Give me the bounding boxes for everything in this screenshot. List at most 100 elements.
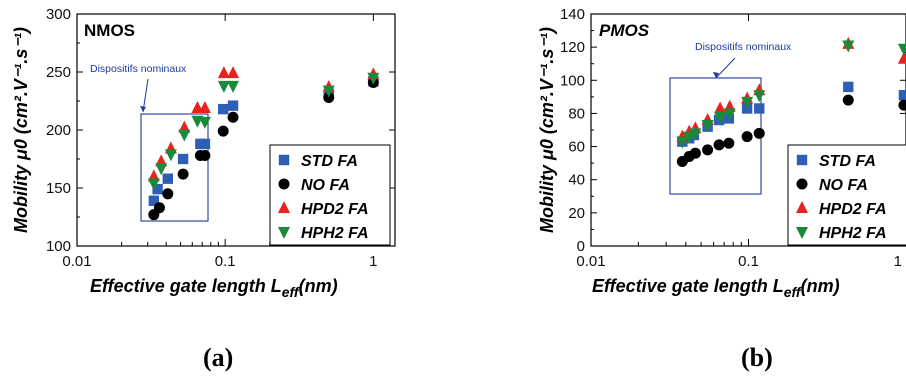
legend-label-no-fa: NO FA [819,177,868,194]
x-axis-label-subscript: eff [282,284,300,300]
data-point-hph2-fa [714,111,727,124]
annotation-arrow [715,57,736,79]
data-point-no-fa [227,111,239,123]
legend-marker-hph2-fa [796,227,808,239]
legend-label-hph2-fa: HPH2 FA [819,225,887,242]
data-point-no-fa [753,127,765,139]
data-point-no-fa [177,168,189,180]
legend-label-std-fa: STD FA [819,153,876,170]
x-axis-label-unit: (nm) [801,276,840,296]
y-tick-label: 300 [46,6,71,23]
data-point-std-fa [162,173,173,184]
data-point-no-fa [713,139,725,151]
data-point-no-fa [702,144,714,156]
data-point-hph2-fa [147,178,160,191]
y-tick-label: 250 [46,64,71,81]
y-axis-label: Mobility μ0 (cm².V⁻¹.s⁻¹) [11,27,31,233]
chart-panel-pmos: 0 20 40 60 80 100 120 140 0.01 0.1 1 PMOS Mobility μ… [537,6,906,300]
y-tick-label: 140 [560,6,585,23]
data-point-hph2-fa [164,149,177,162]
legend-label-hpd2-fa: HPD2 FA [819,201,887,218]
data-point-hph2-fa [741,96,754,109]
data-point-hph2-fa [178,129,191,142]
caption-a: (a) [203,343,234,372]
legend-marker-std-fa [796,154,808,166]
annotation-label: Dispositifs nominaux [695,41,792,53]
data-point-no-fa [842,94,854,106]
x-axis-label: Effective gate length Leff(nm) [592,276,840,300]
legend-marker-hpd2-fa [278,201,290,213]
data-point-std-fa [148,195,160,206]
data-point-no-fa [162,188,174,200]
data-point-hph2-fa [897,43,906,56]
data-point-hpd2-fa [217,66,230,79]
data-point-std-fa [152,183,163,195]
data-point-hph2-fa [367,72,380,85]
legend-label-hpd2-fa: HPD2 FA [301,201,369,218]
x-tick-label: 0.1 [215,253,236,270]
x-tick-label: 0.01 [576,253,605,270]
y-tick-label: 100 [46,238,71,255]
y-tick-label: 120 [560,39,585,56]
panel-title: PMOS [599,21,650,40]
y-tick-label: 40 [568,172,585,189]
panel-title: NMOS [84,21,135,40]
x-axis-label-subscript: eff [784,284,802,300]
legend-box [787,144,906,246]
legend-marker-hpd2-fa [796,201,808,213]
data-point-hph2-fa [322,85,335,98]
annotation-arrowhead [140,106,146,112]
data-point-std-fa [227,100,239,111]
y-tick-label: 200 [46,122,71,139]
x-tick-label: 0.01 [62,253,91,270]
x-axis-label-unit: (nm) [299,276,338,296]
data-point-no-fa [199,150,211,162]
data-point-hph2-fa [217,80,230,93]
data-point-std-fa [199,138,211,150]
legend-label-no-fa: NO FA [301,177,350,194]
x-axis-label: Effective gate length Leff(nm) [90,276,338,300]
data-point-hpd2-fa [714,101,727,114]
annotation-box [140,113,209,222]
data-point-hph2-fa [701,120,714,133]
data-point-std-fa [843,81,854,93]
y-tick-label: 150 [46,180,71,197]
y-tick-label: 80 [568,105,585,122]
y-tick-label: 0 [577,238,585,255]
data-point-no-fa [723,137,735,149]
data-point-hph2-fa [676,136,689,149]
annotation-label: Dispositifs nominaux [90,63,187,75]
data-layer [676,36,906,167]
x-tick-label: 1 [894,253,902,270]
data-point-std-fa [898,90,906,101]
data-point-hpd2-fa [227,66,240,79]
legend-marker-std-fa [278,154,290,166]
data-point-std-fa [754,103,765,114]
data-point-no-fa [741,131,753,143]
annotation-arrowhead [713,72,719,78]
legend-label-hph2-fa: HPH2 FA [301,225,369,242]
data-point-hph2-fa [753,90,766,103]
legend-marker-no-fa [796,178,808,190]
y-tick-label: 100 [560,72,585,89]
data-point-hph2-fa [723,108,736,121]
y-tick-label: 60 [568,139,585,156]
legend-marker-no-fa [278,178,290,190]
data-point-no-fa [217,125,229,137]
annotation-arrow [142,78,149,113]
caption-b: (b) [741,343,773,372]
data-point-hph2-fa [842,40,855,53]
chart-panel-nmos: 100 150 200 250 300 0.01 0.1 1 NMOS Mobility μ0 (… [11,6,396,300]
data-point-no-fa [153,202,165,214]
data-point-hph2-fa [683,131,696,144]
legend-marker-hph2-fa [278,227,290,239]
data-point-hph2-fa [689,128,702,141]
data-point-std-fa [218,103,229,115]
y-tick-label: 20 [568,205,585,222]
data-layer [147,66,380,221]
data-point-no-fa [689,147,701,159]
legend-box [269,144,391,246]
y-axis-label: Mobility μ0 (cm².V⁻¹.s⁻¹) [537,27,557,233]
data-point-hph2-fa [227,80,240,93]
